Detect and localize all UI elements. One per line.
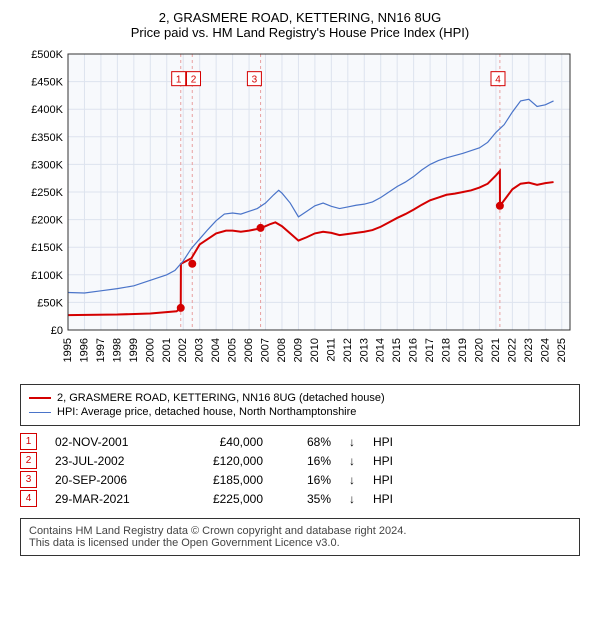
legend-item: 2, GRASMERE ROAD, KETTERING, NN16 8UG (d… xyxy=(29,392,571,404)
txn-compare: HPI xyxy=(373,473,393,487)
svg-text:2020: 2020 xyxy=(473,338,485,362)
txn-date: 29-MAR-2021 xyxy=(55,492,165,506)
txn-price: £120,000 xyxy=(183,454,263,468)
svg-text:1995: 1995 xyxy=(62,338,74,362)
txn-price: £40,000 xyxy=(183,435,263,449)
txn-pct: 16% xyxy=(281,473,331,487)
svg-text:2023: 2023 xyxy=(523,338,535,362)
svg-text:£250K: £250K xyxy=(31,187,63,199)
txn-pct: 16% xyxy=(281,454,331,468)
table-row: 2 23-JUL-2002 £120,000 16% ↓ HPI xyxy=(20,451,580,470)
arrow-down-icon: ↓ xyxy=(349,473,355,487)
svg-text:1996: 1996 xyxy=(78,338,90,362)
legend-label: 2, GRASMERE ROAD, KETTERING, NN16 8UG (d… xyxy=(57,392,385,404)
legend-swatch xyxy=(29,412,51,413)
marker-badge: 3 xyxy=(20,471,37,488)
svg-text:2014: 2014 xyxy=(375,338,387,362)
footer: Contains HM Land Registry data © Crown c… xyxy=(20,518,580,556)
table-row: 3 20-SEP-2006 £185,000 16% ↓ HPI xyxy=(20,470,580,489)
footer-line-1: Contains HM Land Registry data © Crown c… xyxy=(29,525,571,537)
svg-text:2001: 2001 xyxy=(161,338,173,362)
txn-pct: 35% xyxy=(281,492,331,506)
marker-badge: 1 xyxy=(20,433,37,450)
svg-text:£100K: £100K xyxy=(31,270,63,282)
svg-text:2013: 2013 xyxy=(358,338,370,362)
svg-text:2025: 2025 xyxy=(556,338,568,362)
svg-text:2009: 2009 xyxy=(292,338,304,362)
svg-text:2010: 2010 xyxy=(309,338,321,362)
svg-text:2004: 2004 xyxy=(210,338,222,362)
svg-text:2022: 2022 xyxy=(506,338,518,362)
svg-text:1999: 1999 xyxy=(128,338,140,362)
svg-text:1: 1 xyxy=(176,75,182,86)
table-row: 4 29-MAR-2021 £225,000 35% ↓ HPI xyxy=(20,489,580,508)
chart: £0 £50K £100K £150K £200K £250K £300K £350K £400… xyxy=(20,48,580,378)
svg-text:1998: 1998 xyxy=(111,338,123,362)
svg-text:2005: 2005 xyxy=(227,338,239,362)
txn-compare: HPI xyxy=(373,435,393,449)
svg-text:2008: 2008 xyxy=(276,338,288,362)
svg-text:£450K: £450K xyxy=(31,77,63,89)
svg-text:£300K: £300K xyxy=(31,159,63,171)
arrow-down-icon: ↓ xyxy=(349,435,355,449)
txn-date: 02-NOV-2001 xyxy=(55,435,165,449)
svg-text:2018: 2018 xyxy=(441,338,453,362)
svg-text:2024: 2024 xyxy=(539,338,551,362)
txn-date: 20-SEP-2006 xyxy=(55,473,165,487)
svg-text:£150K: £150K xyxy=(31,242,63,254)
svg-text:£350K: £350K xyxy=(31,132,63,144)
svg-text:£0: £0 xyxy=(51,325,63,337)
marker-badge: 4 xyxy=(20,490,37,507)
svg-text:2012: 2012 xyxy=(342,338,354,362)
txn-price: £185,000 xyxy=(183,473,263,487)
svg-text:1997: 1997 xyxy=(95,338,107,362)
svg-text:2003: 2003 xyxy=(194,338,206,362)
table-row: 1 02-NOV-2001 £40,000 68% ↓ HPI xyxy=(20,432,580,451)
svg-text:2011: 2011 xyxy=(325,338,337,362)
txn-price: £225,000 xyxy=(183,492,263,506)
svg-text:2002: 2002 xyxy=(177,338,189,362)
page-subtitle: Price paid vs. HM Land Registry's House … xyxy=(10,25,590,40)
txn-compare: HPI xyxy=(373,492,393,506)
svg-text:2015: 2015 xyxy=(391,338,403,362)
legend: 2, GRASMERE ROAD, KETTERING, NN16 8UG (d… xyxy=(20,384,580,426)
svg-text:£50K: £50K xyxy=(37,297,63,309)
svg-text:£200K: £200K xyxy=(31,215,63,227)
transaction-table: 1 02-NOV-2001 £40,000 68% ↓ HPI 2 23-JUL-2002 £1… xyxy=(20,432,580,508)
svg-text:£500K: £500K xyxy=(31,49,63,61)
svg-text:2007: 2007 xyxy=(260,338,272,362)
svg-text:3: 3 xyxy=(252,75,258,86)
txn-compare: HPI xyxy=(373,454,393,468)
svg-text:2017: 2017 xyxy=(424,338,436,362)
arrow-down-icon: ↓ xyxy=(349,454,355,468)
marker-badge: 2 xyxy=(20,452,37,469)
legend-label: HPI: Average price, detached house, Nort… xyxy=(57,406,356,418)
svg-text:2006: 2006 xyxy=(243,338,255,362)
footer-line-2: This data is licensed under the Open Gov… xyxy=(29,537,571,549)
arrow-down-icon: ↓ xyxy=(349,492,355,506)
page-title: 2, GRASMERE ROAD, KETTERING, NN16 8UG xyxy=(10,10,590,25)
legend-item: HPI: Average price, detached house, Nort… xyxy=(29,406,571,418)
svg-text:£400K: £400K xyxy=(31,104,63,116)
svg-text:2016: 2016 xyxy=(408,338,420,362)
svg-text:4: 4 xyxy=(495,75,501,86)
svg-text:2: 2 xyxy=(191,75,197,86)
svg-text:2019: 2019 xyxy=(457,338,469,362)
legend-swatch xyxy=(29,397,51,399)
svg-text:2000: 2000 xyxy=(144,338,156,362)
txn-date: 23-JUL-2002 xyxy=(55,454,165,468)
txn-pct: 68% xyxy=(281,435,331,449)
svg-text:2021: 2021 xyxy=(490,338,502,362)
